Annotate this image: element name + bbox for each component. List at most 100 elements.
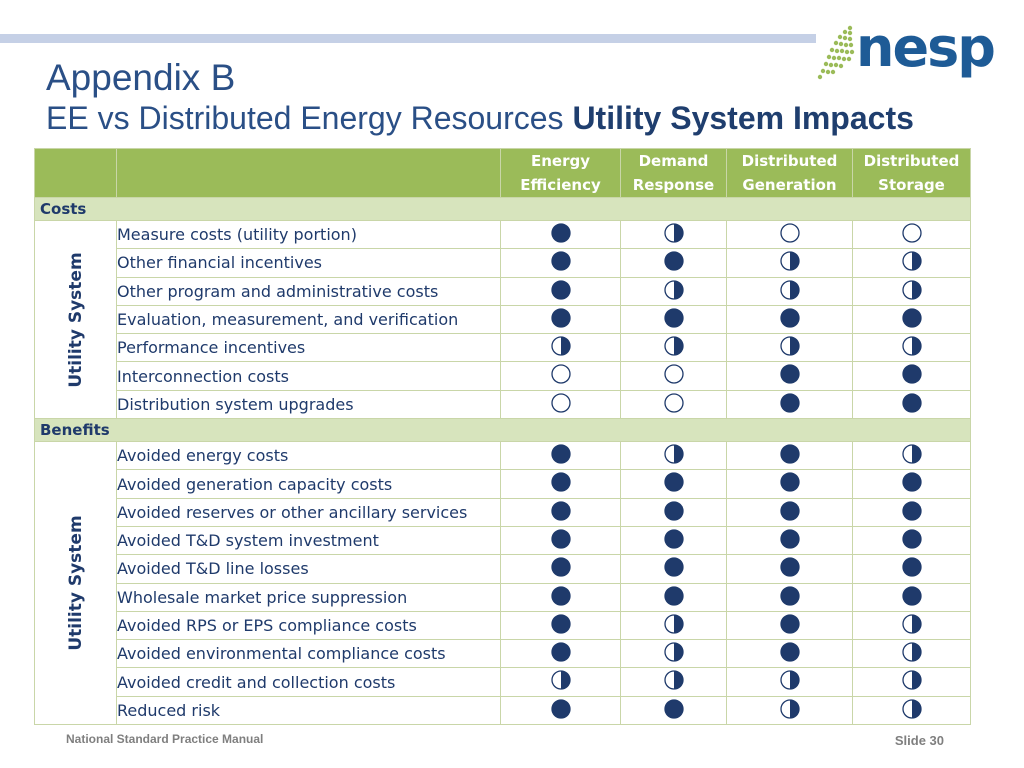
full-circle-icon xyxy=(779,529,800,549)
table-row: Avoided RPS or EPS compliance costs xyxy=(35,610,971,641)
full-circle-icon xyxy=(901,393,922,413)
full-circle-icon xyxy=(550,308,571,328)
rating-cell xyxy=(620,695,727,726)
rating-cell xyxy=(852,554,971,584)
row-label: Avoided generation capacity costs xyxy=(116,469,501,499)
table-row: Avoided T&D system investment xyxy=(35,525,971,556)
rating-cell xyxy=(620,248,727,278)
rating-cell xyxy=(500,525,621,556)
rating-cell xyxy=(726,610,853,641)
half-circle-icon xyxy=(779,670,800,691)
impacts-table: Energy Efficiency Demand Response Distribu… xyxy=(34,148,971,726)
rating-cell xyxy=(852,497,971,527)
full-circle-icon xyxy=(550,444,571,464)
half-circle-icon xyxy=(901,444,922,464)
page-subtitle: EE vs Distributed Energy Resources Utili… xyxy=(46,98,914,138)
rating-cell xyxy=(852,304,971,335)
group-label: Utility System xyxy=(65,251,86,388)
full-circle-icon xyxy=(550,614,571,634)
full-circle-icon xyxy=(550,472,571,493)
group-label-cell: Utility System xyxy=(34,219,117,420)
full-circle-icon xyxy=(779,308,800,328)
half-circle-icon xyxy=(663,642,684,662)
half-circle-icon xyxy=(550,670,571,691)
section-row-benefits: Benefits xyxy=(34,418,971,443)
full-circle-icon xyxy=(779,642,800,662)
row-label: Reduced risk xyxy=(116,695,501,726)
rating-cell xyxy=(620,525,727,556)
table-row: Reduced risk xyxy=(35,695,971,726)
row-label: Avoided T&D system investment xyxy=(116,525,501,556)
table-row: Other program and administrative costs xyxy=(35,276,971,306)
table-row: Other financial incentives xyxy=(35,248,971,278)
row-label: Measure costs (utility portion) xyxy=(116,219,501,250)
full-circle-icon xyxy=(550,529,571,549)
rating-cell xyxy=(726,497,853,527)
empty-circle-icon xyxy=(901,223,922,243)
row-label: Wholesale market price suppression xyxy=(116,582,501,612)
header-blank-group xyxy=(34,148,117,198)
table-row: Avoided credit and collection costs xyxy=(35,667,971,697)
half-circle-icon xyxy=(663,223,684,243)
row-label: Performance incentives xyxy=(116,333,501,363)
top-accent-bar xyxy=(0,34,816,43)
rating-cell xyxy=(726,695,853,726)
row-label: Avoided energy costs xyxy=(116,441,501,471)
full-circle-icon xyxy=(550,557,571,577)
rating-cell xyxy=(500,304,621,335)
rating-cell xyxy=(500,554,621,584)
full-circle-icon xyxy=(550,251,571,271)
rating-cell xyxy=(852,639,971,669)
full-circle-icon xyxy=(663,557,684,577)
section-title: Costs xyxy=(34,197,971,221)
full-circle-icon xyxy=(779,444,800,464)
rating-cell xyxy=(500,639,621,669)
full-circle-icon xyxy=(901,557,922,577)
half-circle-icon xyxy=(663,279,684,300)
full-circle-icon xyxy=(550,585,571,606)
rating-cell xyxy=(500,361,621,391)
rating-cell xyxy=(726,582,853,612)
rating-cell xyxy=(620,333,727,363)
table-row: Distribution system upgrades xyxy=(35,389,971,420)
row-label: Avoided T&D line losses xyxy=(116,554,501,584)
full-circle-icon xyxy=(663,251,684,271)
rating-cell xyxy=(852,361,971,391)
row-label: Evaluation, measurement, and verificatio… xyxy=(116,304,501,335)
rating-cell xyxy=(852,441,971,471)
group-label: Utility System xyxy=(65,515,86,651)
half-circle-icon xyxy=(663,336,684,356)
half-circle-icon xyxy=(779,699,800,719)
subtitle-bold: Utility System Impacts xyxy=(572,100,914,136)
group-label-cell: Utility System xyxy=(34,441,117,726)
column-header-distributed-generation: Distributed Generation xyxy=(726,148,853,198)
full-circle-icon xyxy=(550,699,571,719)
table-row: Avoided generation capacity costs xyxy=(35,469,971,499)
rating-cell xyxy=(726,639,853,669)
rating-cell xyxy=(500,333,621,363)
rating-cell xyxy=(852,219,971,250)
half-circle-icon xyxy=(901,699,922,719)
row-label: Other program and administrative costs xyxy=(116,276,501,306)
rating-cell xyxy=(852,695,971,726)
rating-cell xyxy=(726,361,853,391)
row-label: Distribution system upgrades xyxy=(116,389,501,420)
footer-manual-name: National Standard Practice Manual xyxy=(66,732,264,746)
rating-cell xyxy=(726,525,853,556)
table-row: Avoided reserves or other ancillary serv… xyxy=(35,497,971,527)
rating-cell xyxy=(620,276,727,306)
rating-cell xyxy=(726,667,853,697)
rating-cell xyxy=(726,554,853,584)
full-circle-icon xyxy=(901,364,922,385)
rating-cell xyxy=(726,441,853,471)
table-header-row: Energy Efficiency Demand Response Distribu… xyxy=(34,148,971,198)
column-header-energy-efficiency: Energy Efficiency xyxy=(500,148,621,198)
row-label: Interconnection costs xyxy=(116,361,501,391)
rating-cell xyxy=(500,276,621,306)
empty-circle-icon xyxy=(779,223,800,243)
full-circle-icon xyxy=(901,501,922,521)
full-circle-icon xyxy=(550,279,571,300)
full-circle-icon xyxy=(663,529,684,549)
full-circle-icon xyxy=(779,501,800,521)
leaf-dots-icon xyxy=(817,25,855,80)
